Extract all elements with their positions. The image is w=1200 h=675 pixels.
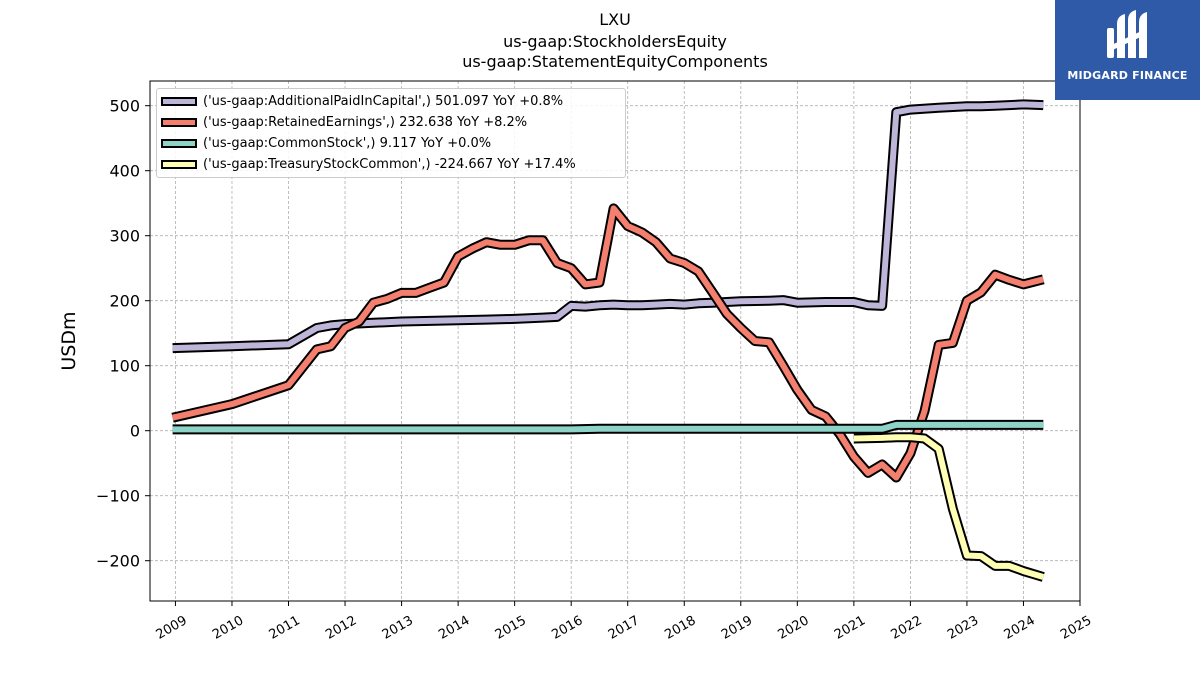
x-tick-label: 2025 — [1058, 613, 1094, 643]
legend-item-additional-paid-in-capital: ('us-gaap:AdditionalPaidInCapital',) 501… — [161, 91, 563, 111]
x-tick-label: 2019 — [719, 613, 755, 643]
chart-title-line-2: us-gaap:StockholdersEquity — [503, 32, 727, 51]
x-tick-label: 2013 — [380, 613, 416, 643]
legend-label: ('us-gaap:CommonStock',) 9.117 YoY +0.0% — [203, 135, 492, 151]
midgard-logo-icon — [1107, 10, 1147, 58]
x-tick-label: 2015 — [493, 613, 529, 643]
x-tick-label: 2010 — [210, 613, 246, 643]
x-axis: 2009 2010 2011 2012 2013 2014 2015 2016 2017 2018… — [154, 601, 1094, 643]
legend-swatch — [161, 138, 197, 148]
y-axis-label: USDm — [58, 311, 80, 370]
x-tick-label: 2020 — [775, 613, 811, 643]
chart-legend: ('us-gaap:AdditionalPaidInCapital',) 501… — [156, 88, 626, 178]
x-tick-label: 2018 — [662, 613, 698, 643]
y-tick-label: 300 — [109, 227, 140, 246]
plot-frame — [149, 80, 1081, 602]
legend-item-retained-earnings: ('us-gaap:RetainedEarnings',) 232.638 Yo… — [161, 112, 527, 132]
legend-label: ('us-gaap:RetainedEarnings',) 232.638 Yo… — [203, 114, 528, 130]
x-tick-label: 2016 — [549, 613, 585, 643]
y-tick-label: 500 — [109, 97, 140, 116]
series-line — [172, 101, 1044, 352]
legend-label: ('us-gaap:TreasuryStockCommon',) -224.66… — [203, 156, 576, 172]
chart-title-line-3: us-gaap:StatementEquityComponents — [462, 52, 768, 71]
y-tick-label: −100 — [96, 487, 140, 506]
x-tick-label: 2014 — [436, 613, 472, 643]
legend-swatch — [161, 159, 197, 169]
x-tick-label: 2009 — [154, 613, 190, 643]
legend-item-treasury-stock-common: ('us-gaap:TreasuryStockCommon',) -224.66… — [161, 154, 576, 174]
y-axis: −200 −100 0 100 200 300 400 500 — [96, 97, 150, 571]
series-line — [172, 421, 1044, 433]
series-outline — [853, 432, 1045, 582]
y-tick-label: 0 — [130, 422, 140, 441]
x-tick-label: 2021 — [832, 613, 868, 643]
y-tick-label: 200 — [109, 292, 140, 311]
legend-swatch — [161, 96, 197, 106]
y-tick-label: −200 — [96, 552, 140, 571]
brand-logo: MIDGARD FINANCE — [1055, 0, 1200, 100]
x-tick-label: 2022 — [889, 613, 925, 643]
x-tick-label: 2011 — [267, 613, 303, 643]
series-layer — [171, 99, 1045, 582]
series-line — [171, 205, 1045, 481]
chart-title-line-1: LXU — [599, 10, 631, 29]
y-tick-label: 100 — [109, 357, 140, 376]
brand-name: MIDGARD FINANCE — [1067, 69, 1188, 82]
legend-swatch — [161, 117, 197, 127]
x-tick-label: 2017 — [606, 613, 642, 643]
x-tick-label: 2023 — [945, 613, 981, 643]
x-tick-label: 2024 — [1002, 613, 1038, 643]
legend-label: ('us-gaap:AdditionalPaidInCapital',) 501… — [203, 93, 564, 109]
legend-item-common-stock: ('us-gaap:CommonStock',) 9.117 YoY +0.0% — [161, 133, 491, 153]
y-tick-label: 400 — [109, 162, 140, 181]
x-tick-label: 2012 — [323, 613, 359, 643]
series-line — [853, 434, 1045, 580]
